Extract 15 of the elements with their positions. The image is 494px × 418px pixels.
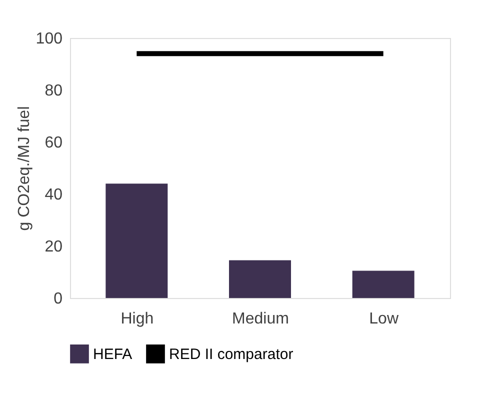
y-tick-label: 80 xyxy=(44,82,63,100)
y-tick-label: 60 xyxy=(44,134,63,152)
legend-label: RED II comparator xyxy=(169,346,294,363)
bar xyxy=(106,184,168,298)
bar xyxy=(229,260,291,298)
bar xyxy=(352,270,414,298)
y-tick-label: 40 xyxy=(44,186,63,204)
legend-label: HEFA xyxy=(93,346,132,363)
x-tick-label: Low xyxy=(369,310,399,328)
y-tick-label: 20 xyxy=(44,238,63,256)
y-tick-label: 100 xyxy=(36,30,63,48)
x-tick-label: High xyxy=(120,310,154,328)
y-tick-label: 0 xyxy=(54,290,63,308)
y-axis-title: g CO2eq./MJ fuel xyxy=(16,106,33,231)
x-tick-label: Medium xyxy=(232,310,289,328)
